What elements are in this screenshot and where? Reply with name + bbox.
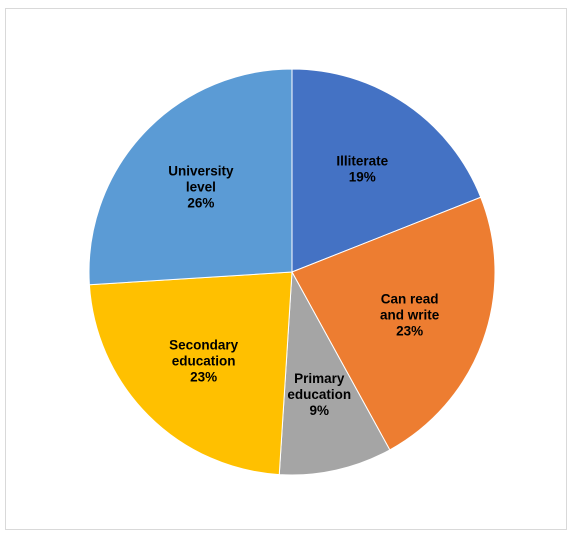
pie-slice-4 bbox=[88, 68, 293, 286]
slice-category-label: Illiterate bbox=[336, 154, 388, 169]
slice-percent-label: 19% bbox=[349, 170, 376, 185]
slice-category-label: education bbox=[287, 387, 351, 402]
slice-category-label: Primary bbox=[294, 371, 345, 386]
slice-label-0: Illiterate 19% bbox=[336, 154, 388, 185]
pie-slice-3 bbox=[88, 271, 293, 476]
slice-category-label: and write bbox=[380, 307, 440, 322]
slice-category-label: level bbox=[186, 179, 216, 194]
slice-label-1: Can read and write 23% bbox=[380, 291, 440, 338]
slice-category-label: University bbox=[168, 163, 234, 178]
slice-label-4: University level 26% bbox=[168, 163, 234, 210]
slice-percent-label: 9% bbox=[310, 403, 330, 418]
slice-percent-label: 23% bbox=[396, 323, 423, 338]
slice-category-label: education bbox=[172, 353, 236, 368]
slice-label-2: Primary education 9% bbox=[287, 371, 351, 418]
pie-slice-1 bbox=[291, 196, 496, 451]
pie-slice-0 bbox=[291, 68, 482, 273]
pie-slice-2 bbox=[278, 270, 391, 476]
slice-label-3: Secondary education 23% bbox=[169, 337, 239, 384]
slice-category-label: Secondary bbox=[169, 337, 239, 352]
slice-category-label: Can read bbox=[381, 291, 439, 306]
slice-percent-label: 26% bbox=[187, 195, 214, 210]
slice-percent-label: 23% bbox=[190, 369, 217, 384]
